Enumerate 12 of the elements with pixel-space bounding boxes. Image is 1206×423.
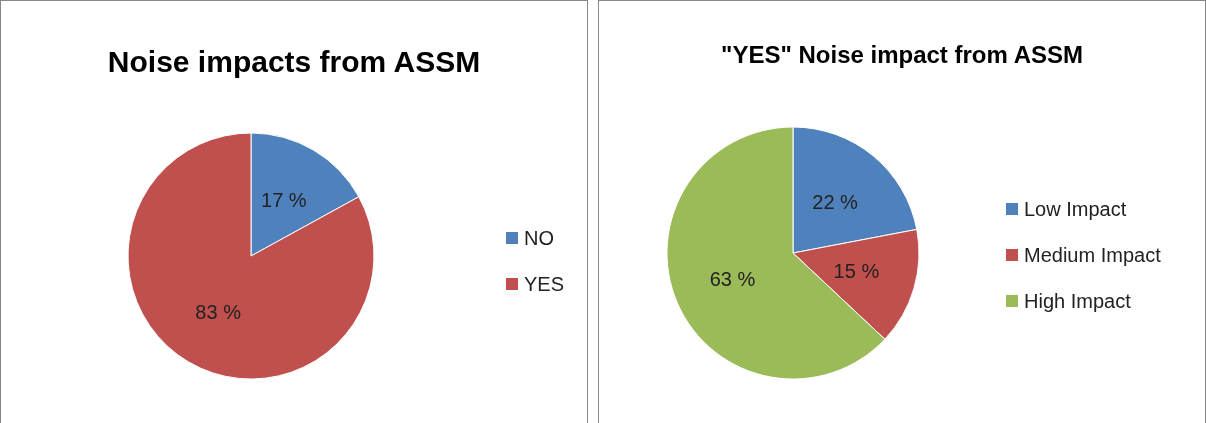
data-label: 22 % bbox=[812, 191, 859, 214]
data-label: 17 % bbox=[261, 189, 307, 212]
data-label: 15 % bbox=[833, 260, 880, 283]
data-label: 83 % bbox=[195, 300, 242, 323]
legend-label: Medium Impact bbox=[1024, 244, 1162, 266]
legend-label: High Impact bbox=[1024, 290, 1132, 312]
chart-title: "YES" Noise impact from ASSM bbox=[721, 40, 1083, 68]
legend-label: YES bbox=[524, 273, 565, 295]
legend-label: Low Impact bbox=[1024, 198, 1127, 220]
data-label: 63 % bbox=[709, 268, 756, 291]
legend-label: NO bbox=[524, 227, 554, 249]
chart-title: Noise impacts from ASSM bbox=[107, 44, 481, 78]
